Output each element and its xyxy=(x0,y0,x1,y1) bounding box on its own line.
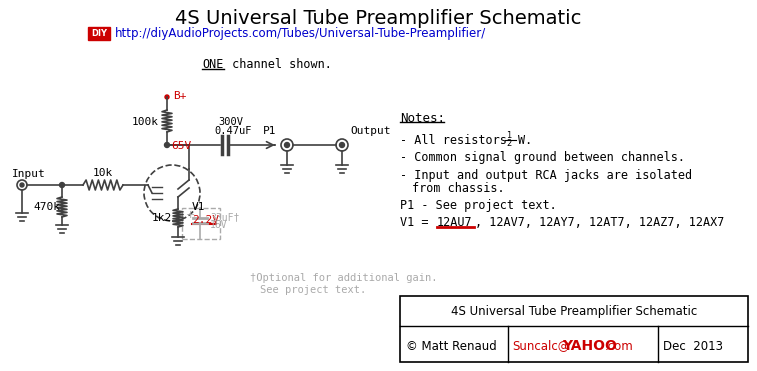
Circle shape xyxy=(164,142,170,148)
Text: - Input and output RCA jacks are isolated: - Input and output RCA jacks are isolate… xyxy=(400,168,692,181)
Text: YAHOO: YAHOO xyxy=(562,339,617,353)
Circle shape xyxy=(20,183,24,187)
Text: from chassis.: from chassis. xyxy=(412,181,505,194)
Text: Output: Output xyxy=(350,126,391,136)
Text: V1 =: V1 = xyxy=(400,216,435,229)
Text: 470k: 470k xyxy=(33,202,61,212)
Text: See project text.: See project text. xyxy=(260,285,366,295)
Circle shape xyxy=(339,142,344,148)
Text: †Optional for additional gain.: †Optional for additional gain. xyxy=(250,273,438,283)
Text: - Common signal ground between channels.: - Common signal ground between channels. xyxy=(400,151,685,164)
Text: 12AU7: 12AU7 xyxy=(437,216,472,229)
Text: V1: V1 xyxy=(192,202,205,212)
Bar xyxy=(400,296,748,362)
Text: ONE: ONE xyxy=(202,59,223,72)
Circle shape xyxy=(165,95,169,99)
Text: 0.47uF: 0.47uF xyxy=(214,126,251,136)
Text: 4S Universal Tube Preamplifier Schematic: 4S Universal Tube Preamplifier Schematic xyxy=(451,305,697,318)
Text: P1: P1 xyxy=(263,126,276,136)
Text: 2.2V: 2.2V xyxy=(192,215,219,225)
Text: W.: W. xyxy=(518,134,532,147)
Text: 2: 2 xyxy=(506,139,511,148)
Bar xyxy=(88,27,110,40)
Text: 65V: 65V xyxy=(171,141,192,151)
Text: DIY: DIY xyxy=(91,29,107,37)
Bar xyxy=(182,208,220,239)
Text: Dec  2013: Dec 2013 xyxy=(663,339,723,352)
Text: 1: 1 xyxy=(506,131,511,139)
Text: © Matt Renaud: © Matt Renaud xyxy=(406,339,497,352)
Text: 100k: 100k xyxy=(132,117,158,127)
Text: Notes:: Notes: xyxy=(400,112,445,125)
Text: P1 - See project text.: P1 - See project text. xyxy=(400,200,556,213)
Text: 10k: 10k xyxy=(93,168,113,178)
Circle shape xyxy=(285,142,289,148)
Text: 16V: 16V xyxy=(210,220,228,230)
Text: .com: .com xyxy=(605,339,634,352)
Text: Input: Input xyxy=(12,169,45,179)
Text: , 12AV7, 12AY7, 12AT7, 12AZ7, 12AX7: , 12AV7, 12AY7, 12AT7, 12AZ7, 12AX7 xyxy=(475,216,724,229)
Text: - All resistors: - All resistors xyxy=(400,134,514,147)
Text: http://diyAudioProjects.com/Tubes/Universal-Tube-Preamplifier/: http://diyAudioProjects.com/Tubes/Univer… xyxy=(115,26,486,39)
Text: 4S Universal Tube Preamplifier Schematic: 4S Universal Tube Preamplifier Schematic xyxy=(175,9,581,27)
Text: channel shown.: channel shown. xyxy=(225,59,332,72)
Text: 1k2: 1k2 xyxy=(152,213,172,223)
Text: 300V: 300V xyxy=(218,117,243,127)
Text: 33uF†: 33uF† xyxy=(210,212,239,222)
Text: +: + xyxy=(185,210,195,220)
Text: Suncalc@: Suncalc@ xyxy=(512,339,569,352)
Text: B+: B+ xyxy=(173,91,186,101)
Circle shape xyxy=(60,183,64,187)
